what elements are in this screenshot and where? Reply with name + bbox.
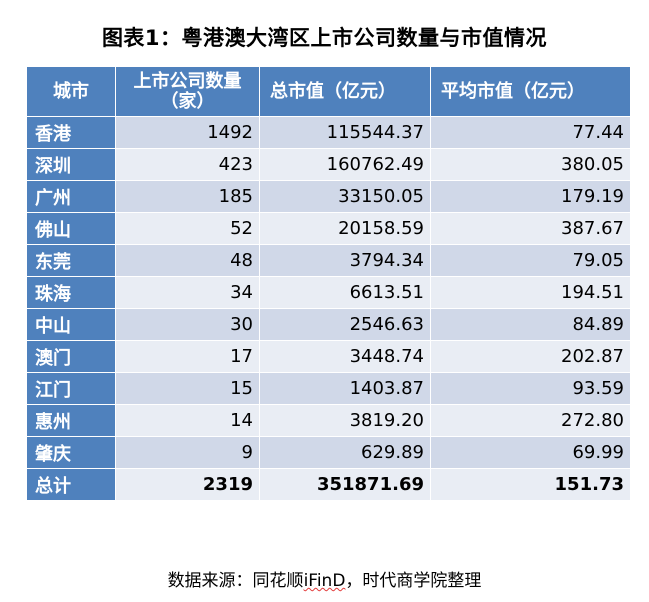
company-count-cell: 1492 [115,116,260,149]
company-count-cell: 17 [115,340,260,373]
average-market-cap-cell: 93.59 [430,372,631,405]
table-row: 广州 185 33150.05 179.19 [26,180,631,213]
table-row: 珠海 34 6613.51 194.51 [26,276,631,309]
table-row: 深圳 423 160762.49 380.05 [26,148,631,181]
table-row: 澳门 17 3448.74 202.87 [26,340,631,373]
company-count-cell: 48 [115,244,260,277]
total-market-cap-cell: 2546.63 [259,308,431,341]
total-market-cap-cell: 351871.69 [259,468,431,501]
city-cell: 香港 [26,116,116,149]
average-market-cap-cell: 387.67 [430,212,631,245]
table-row: 佛山 52 20158.59 387.67 [26,212,631,245]
average-market-cap-cell: 77.44 [430,116,631,149]
total-market-cap-cell: 20158.59 [259,212,431,245]
city-cell: 中山 [26,308,116,341]
average-market-cap-cell: 202.87 [430,340,631,373]
header-average-market-cap: 平均市值（亿元） [430,66,631,117]
table-row: 东莞 48 3794.34 79.05 [26,244,631,277]
table-total-row: 总计 2319 351871.69 151.73 [26,468,631,501]
average-market-cap-cell: 380.05 [430,148,631,181]
city-cell: 澳门 [26,340,116,373]
total-market-cap-cell: 3448.74 [259,340,431,373]
table-body: 香港 1492 115544.37 77.44 深圳 423 160762.49 380.05… [26,116,631,501]
source-brand: iFinD [303,571,346,591]
header-city: 城市 [26,66,116,117]
city-cell: 东莞 [26,244,116,277]
company-count-cell: 2319 [115,468,260,501]
table-row: 江门 15 1403.87 93.59 [26,372,631,405]
table-row: 中山 30 2546.63 84.89 [26,308,631,341]
total-market-cap-cell: 1403.87 [259,372,431,405]
market-cap-table: 城市 上市公司数量（家） 总市值（亿元） 平均市值（亿元） 香港 1492 1155… [26,66,631,501]
chart-title: 图表1：粤港澳大湾区上市公司数量与市值情况 [101,26,548,50]
source-note: 数据来源：同花顺iFinD，时代商学院整理 [0,566,649,591]
average-market-cap-cell: 151.73 [430,468,631,501]
total-market-cap-cell: 160762.49 [259,148,431,181]
average-market-cap-cell: 84.89 [430,308,631,341]
company-count-cell: 52 [115,212,260,245]
company-count-cell: 14 [115,404,260,437]
total-market-cap-cell: 115544.37 [259,116,431,149]
city-cell: 深圳 [26,148,116,181]
total-market-cap-cell: 33150.05 [259,180,431,213]
average-market-cap-cell: 79.05 [430,244,631,277]
header-total-market-cap: 总市值（亿元） [259,66,431,117]
company-count-cell: 15 [115,372,260,405]
total-market-cap-cell: 629.89 [259,436,431,469]
company-count-cell: 185 [115,180,260,213]
city-cell: 肇庆 [26,436,116,469]
city-cell: 广州 [26,180,116,213]
company-count-cell: 30 [115,308,260,341]
table-row: 肇庆 9 629.89 69.99 [26,436,631,469]
company-count-cell: 34 [115,276,260,309]
total-market-cap-cell: 3819.20 [259,404,431,437]
city-cell: 佛山 [26,212,116,245]
source-prefix: 数据来源：同花顺 [167,571,304,591]
company-count-cell: 9 [115,436,260,469]
average-market-cap-cell: 194.51 [430,276,631,309]
average-market-cap-cell: 179.19 [430,180,631,213]
table-row: 香港 1492 115544.37 77.44 [26,116,631,149]
average-market-cap-cell: 69.99 [430,436,631,469]
total-market-cap-cell: 3794.34 [259,244,431,277]
city-cell: 总计 [26,468,116,501]
average-market-cap-cell: 272.80 [430,404,631,437]
table-row: 惠州 14 3819.20 272.80 [26,404,631,437]
source-suffix: ，时代商学院整理 [345,571,482,591]
company-count-cell: 423 [115,148,260,181]
city-cell: 惠州 [26,404,116,437]
table-header-row: 城市 上市公司数量（家） 总市值（亿元） 平均市值（亿元） [26,66,631,117]
city-cell: 江门 [26,372,116,405]
city-cell: 珠海 [26,276,116,309]
header-company-count: 上市公司数量（家） [115,66,260,117]
total-market-cap-cell: 6613.51 [259,276,431,309]
